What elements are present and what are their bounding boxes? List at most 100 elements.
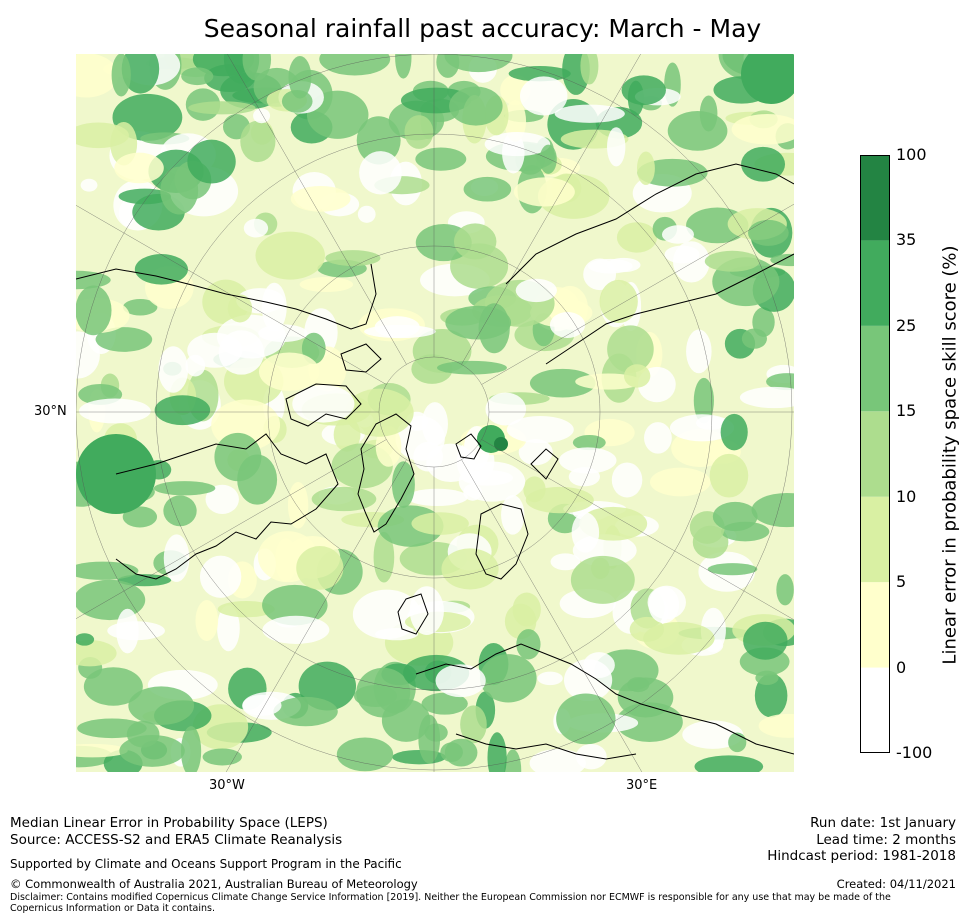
skill-patch (406, 488, 468, 506)
colorbar (860, 155, 890, 753)
skill-patch (444, 54, 513, 73)
meridian-line (461, 54, 641, 365)
colorbar-segment (860, 155, 890, 241)
skill-patch (356, 667, 411, 718)
skill-patch (311, 486, 377, 512)
skill-patch (667, 111, 728, 151)
skill-patch (424, 723, 448, 742)
colorbar-tick-label: 5 (896, 572, 907, 592)
skill-patch (287, 481, 309, 529)
skill-patch (158, 346, 189, 393)
skill-patch (415, 147, 467, 171)
coastlines (76, 163, 794, 760)
greenland-coast (357, 413, 415, 533)
skill-patch (435, 664, 486, 698)
skill-patch (214, 432, 262, 482)
skill-patch (78, 398, 151, 424)
skill-patch (479, 654, 537, 703)
skill-patch (554, 104, 625, 123)
europe-coast (415, 643, 794, 755)
skill-patch (255, 231, 325, 280)
skill-patch (76, 285, 112, 336)
footer-leps: Median Linear Error in Probability Space… (10, 815, 328, 831)
longitude-label-30e: 30°E (626, 778, 658, 793)
britain-coast (397, 593, 429, 635)
skill-patch (373, 531, 395, 583)
skill-patch (516, 629, 541, 660)
skill-patch (80, 178, 98, 192)
skill-patch (513, 177, 575, 207)
skill-patch (204, 64, 255, 93)
skill-patch (643, 621, 715, 655)
skill-patch (217, 600, 275, 618)
skill-patch (325, 250, 381, 266)
skill-patch (163, 534, 190, 582)
colorbar-tick-label: -100 (896, 743, 933, 762)
skill-patch (449, 86, 503, 126)
colorbar-tick-label: 100 (896, 145, 927, 164)
skill-patch (76, 331, 100, 379)
skill-patch (76, 270, 111, 290)
skill-patch (611, 462, 643, 498)
skill-patch (180, 726, 202, 772)
skill-patch (163, 495, 197, 527)
skill-patch (76, 561, 139, 580)
meridian-line (461, 459, 643, 772)
skill-patch (117, 574, 172, 587)
skill-patch (572, 434, 606, 451)
skill-patch (181, 67, 214, 86)
skill-patch (720, 413, 748, 451)
skill-patch (739, 386, 794, 409)
skill-patch (242, 694, 282, 716)
map-title: Seasonal rainfall past accuracy: March -… (203, 14, 762, 43)
skill-patch (227, 294, 253, 323)
skill-patch (160, 166, 199, 215)
skill-patch (356, 116, 401, 165)
skill-patch (441, 548, 499, 590)
skill-patch (359, 151, 402, 195)
skill-patch (766, 373, 794, 391)
skill-patch (273, 696, 338, 727)
skill-patch (463, 483, 482, 501)
colorbar-segment (860, 240, 890, 326)
skill-patch (508, 66, 571, 82)
siberia-coast (505, 163, 794, 285)
skill-patch (682, 720, 744, 749)
skill-patch (487, 732, 507, 772)
skill-patch (707, 563, 758, 576)
footer-support: Supported by Climate and Oceans Support … (10, 857, 402, 871)
skill-patch (731, 114, 794, 145)
footer-run-date: Run date: 1st January (810, 815, 956, 831)
skill-patch (743, 621, 788, 660)
skill-patch (712, 501, 758, 532)
skill-patch (529, 748, 586, 772)
skill-patch (336, 737, 394, 772)
skill-patch (118, 188, 171, 205)
skill-patch (580, 54, 599, 85)
skill-patch (262, 615, 330, 644)
skill-patch (364, 324, 436, 339)
meridian-line (481, 439, 794, 621)
skill-patch (404, 115, 434, 149)
skill-patch (436, 360, 507, 375)
latitude-label-30n: 30°N (34, 404, 67, 419)
skill-patch (121, 54, 160, 94)
skill-patch (195, 600, 219, 642)
skill-patch (515, 278, 557, 303)
skill-patch (648, 586, 680, 624)
skill-patch (116, 608, 139, 654)
skill-patch (537, 671, 563, 686)
skill-patch (217, 605, 240, 652)
skill-patch (636, 151, 655, 186)
skill-patch (616, 222, 658, 253)
colorbar-segment (860, 496, 890, 583)
skill-patch (444, 738, 478, 767)
skill-patch (463, 176, 512, 202)
skill-patch (504, 749, 522, 772)
skill-patch (599, 279, 638, 324)
skill-patch (83, 667, 143, 706)
skill-patch (114, 152, 164, 184)
skill-patch (262, 584, 328, 626)
colorbar-tick-label: 0 (896, 657, 907, 677)
skill-patch (375, 627, 419, 641)
